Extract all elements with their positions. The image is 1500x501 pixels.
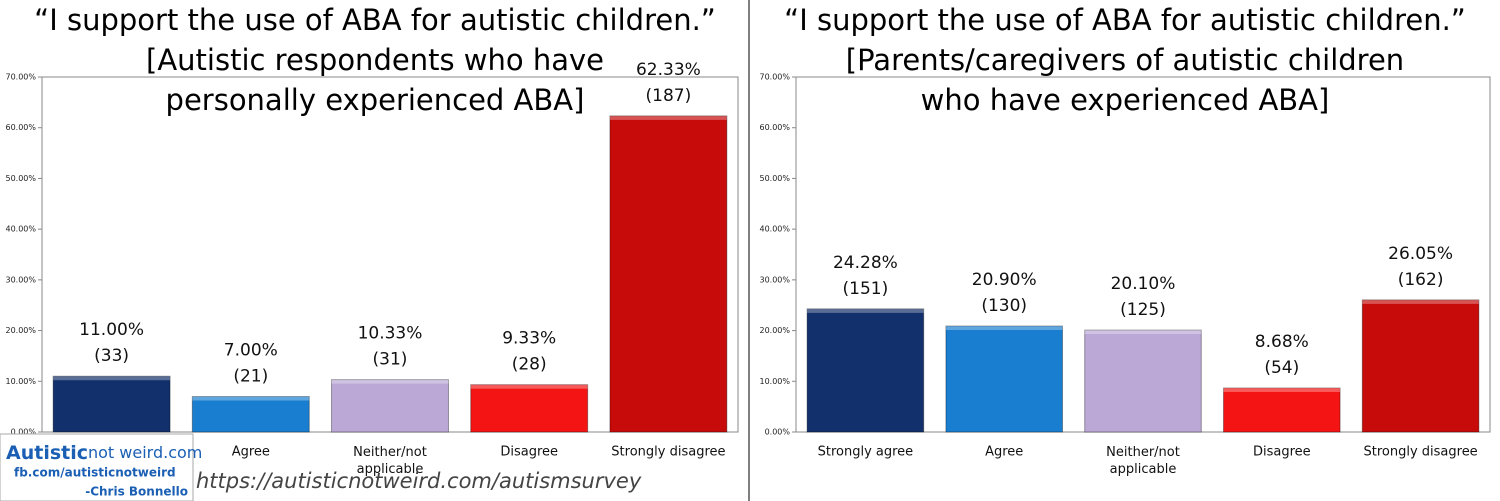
x-tick-label: Neither/not applicable [1106,445,1180,477]
watermark-brand-bold: Autistic [6,442,88,464]
y-tick-label: 0.00% [11,428,37,437]
x-tick-label: Strongly disagree [1363,445,1477,460]
value-label: 20.90% [972,270,1037,290]
bar-bevel [609,115,727,120]
count-label: (125) [1120,300,1166,320]
value-label: 7.00% [224,341,278,361]
y-tick-label: 20.00% [5,326,36,335]
value-label: 62.33% [636,60,701,80]
bar-bevel [1362,299,1479,304]
y-tick-label: 50.00% [759,174,790,183]
count-label: (54) [1264,358,1299,378]
bar [806,308,925,433]
count-label: (31) [373,350,408,370]
bar-bevel [807,308,924,313]
chart-title: “I support the use of ABA for autistic c… [34,3,716,37]
watermark-brand: Autisticnot weird.com [6,442,202,464]
x-tick-label: Agree [232,445,270,460]
y-tick-label: 70.00% [5,73,36,82]
bar-bevel [1223,387,1341,392]
y-tick-label: 30.00% [5,275,36,284]
x-tick-label-line: applicable [357,462,424,477]
watermark-url: https://autisticnotweird.com/autismsurve… [196,469,642,493]
y-tick-label: 20.00% [759,326,790,335]
watermark-author: -Chris Bonnello [85,485,188,499]
bar [1084,329,1202,433]
y-tick-label: 10.00% [5,377,36,386]
bar [470,384,589,433]
bar [191,396,310,433]
y-tick-label: 40.00% [5,225,36,234]
x-tick-label: Strongly agree [818,445,914,460]
value-label: 10.33% [358,324,423,344]
count-label: (130) [981,296,1027,316]
chart-title: “I support the use of ABA for autistic c… [784,3,1466,37]
chart-title: who have experienced ABA] [921,83,1330,117]
bar [945,325,1063,433]
bar [1361,299,1480,433]
bar-bevel [331,379,449,384]
watermark-brand-rest: not weird.com [88,443,202,462]
bar-bevel [53,376,171,381]
value-label: 9.33% [502,329,556,349]
y-tick-label: 60.00% [5,123,36,132]
count-label: (28) [512,355,547,375]
y-tick-label: 50.00% [5,174,36,183]
y-tick-label: 60.00% [759,123,790,132]
x-tick-label-line: Neither/not [1106,445,1180,460]
count-label: (151) [843,279,889,299]
y-tick-label: 40.00% [759,225,790,234]
x-tick-label: Agree [985,445,1023,460]
count-label: (21) [233,367,268,387]
chart-title: [Parents/caregivers of autistic children [846,43,1404,77]
y-tick-label: 10.00% [759,377,790,386]
watermark-box [0,433,194,501]
chart-title: personally experienced ABA] [166,83,585,117]
count-label: (187) [646,86,692,106]
value-label: 11.00% [79,320,144,340]
y-tick-label: 30.00% [759,275,790,284]
x-tick-label: Neither/not applicable [353,445,427,477]
bar-bevel [1084,330,1202,335]
y-tick-label: 70.00% [759,73,790,82]
count-label: (162) [1398,270,1444,290]
bar-bevel [945,326,1063,331]
value-label: 24.28% [833,253,898,273]
watermark-facebook: fb.com/autisticnotweird [14,466,176,480]
x-tick-label: Strongly disagree [611,445,725,460]
bar-bevel [192,396,310,401]
value-label: 20.10% [1111,274,1176,294]
x-tick-label-line: applicable [1110,462,1177,477]
bar-bevel [470,384,588,389]
bar [52,375,171,433]
value-label: 8.68% [1255,332,1309,352]
chart-title: [Autistic respondents who have [146,43,604,77]
count-label: (33) [94,346,129,366]
bar [609,115,728,433]
x-tick-label: Disagree [1253,445,1311,460]
y-tick-label: 0.00% [765,428,791,437]
x-tick-label-line: Neither/not [353,445,427,460]
bar [331,379,449,433]
bar [1223,387,1341,433]
x-tick-label: Disagree [500,445,558,460]
value-label: 26.05% [1388,244,1453,264]
